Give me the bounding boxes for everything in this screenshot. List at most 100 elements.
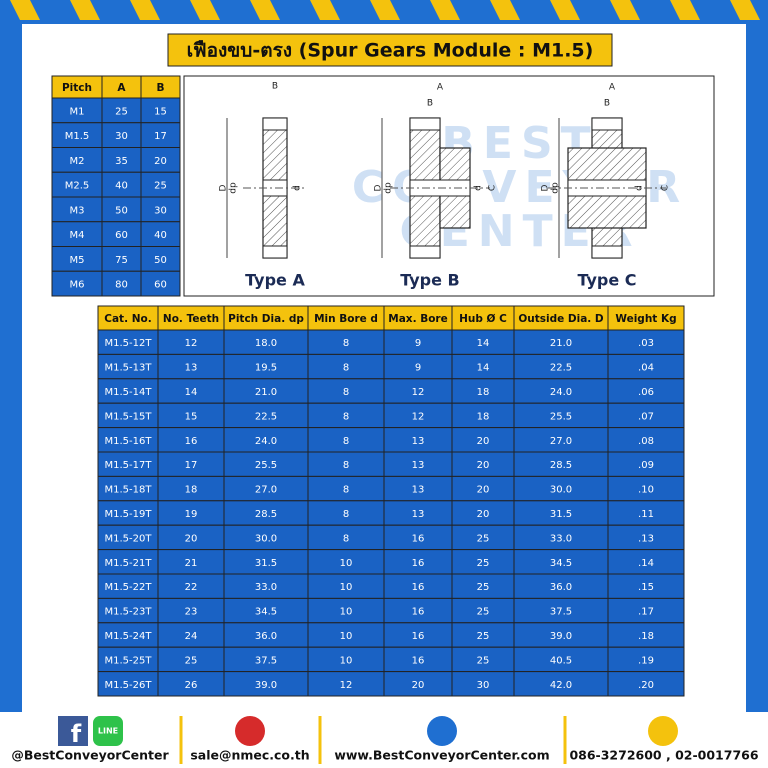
- cell-text: 20: [477, 485, 490, 496]
- cell: [607, 427, 685, 453]
- cell-text: 16: [412, 655, 425, 666]
- cell-text: 17: [185, 460, 198, 471]
- cell-text: 25: [477, 558, 490, 569]
- cell: [513, 451, 609, 477]
- dimension-label: d: [635, 185, 645, 191]
- header-cell: [451, 305, 515, 331]
- cell: [307, 451, 385, 477]
- cell-text: M1.5-14T: [105, 387, 153, 398]
- footer-contact: sale@nmec.co.th: [190, 748, 309, 763]
- column-header: No. Teeth: [163, 313, 219, 325]
- cell-text: 80: [115, 280, 128, 291]
- cell: [97, 378, 159, 404]
- cell-text: 12: [412, 411, 425, 422]
- column-header: Min Bore d: [314, 313, 378, 325]
- cell-text: .20: [638, 680, 654, 691]
- footer-contact: @BestConveyorCenter: [11, 748, 169, 763]
- column-header: Outside Dia. D: [518, 313, 604, 325]
- cell: [607, 597, 685, 624]
- cell-text: 50: [154, 255, 167, 266]
- cell-text: .08: [638, 436, 654, 447]
- cell-text: M2: [70, 156, 85, 167]
- cell: [101, 122, 142, 148]
- cell-text: 24: [185, 631, 198, 642]
- cell-text: 34.5: [550, 558, 572, 569]
- dimension-label: dp: [229, 182, 239, 194]
- cell: [157, 524, 225, 551]
- dimension-label: C: [488, 185, 498, 191]
- cell: [307, 671, 385, 697]
- cell: [97, 475, 159, 502]
- cell-text: 30: [115, 131, 128, 142]
- mail-icon: [235, 716, 265, 746]
- cell: [223, 427, 309, 453]
- cell-text: 21.0: [550, 338, 572, 349]
- cell-text: M1.5-16T: [105, 436, 153, 447]
- cell: [513, 402, 609, 429]
- cell: [451, 597, 515, 624]
- cell: [607, 475, 685, 502]
- cell-text: 16: [412, 558, 425, 569]
- cell-text: .15: [638, 582, 654, 593]
- cell: [307, 573, 385, 599]
- cell-text: 25: [154, 181, 167, 192]
- top-band: [0, 0, 768, 20]
- cell-text: 8: [343, 509, 349, 520]
- cell-text: 21: [185, 558, 198, 569]
- cell-text: 60: [115, 230, 128, 241]
- cell-text: .14: [638, 558, 654, 569]
- footer-contact: 086-3272600 , 02-0017766: [569, 748, 758, 763]
- cell: [383, 329, 453, 355]
- cell: [307, 427, 385, 453]
- web-icon: [427, 716, 457, 746]
- cell-text: .19: [638, 655, 654, 666]
- cell: [140, 221, 181, 247]
- cell: [307, 402, 385, 429]
- cell-text: 37.5: [255, 655, 277, 666]
- cell-text: .17: [638, 607, 654, 618]
- cell-text: .04: [638, 363, 654, 374]
- column-header: Hub Ø C: [459, 313, 507, 325]
- cell: [607, 402, 685, 429]
- column-header: Cat. No.: [104, 313, 151, 325]
- cell-text: 13: [412, 485, 425, 496]
- cell-text: 20: [477, 460, 490, 471]
- cell: [223, 500, 309, 526]
- cell-text: 10: [340, 631, 353, 642]
- cell-text: 14: [477, 338, 490, 349]
- cell: [607, 671, 685, 697]
- cell-text: 40: [154, 230, 167, 241]
- cell-text: 22: [185, 582, 198, 593]
- cell-text: M1.5-12T: [105, 338, 153, 349]
- footer: f LINE @BestConveyorCenter sale@nmec.co.t…: [11, 716, 759, 764]
- type-label: Type A: [245, 271, 305, 290]
- cell: [101, 270, 142, 297]
- cell: [157, 597, 225, 624]
- cell-text: 28.5: [550, 460, 572, 471]
- cell-text: 12: [185, 338, 198, 349]
- cell: [383, 622, 453, 648]
- dimension-label: dp: [551, 182, 561, 194]
- cell-text: 9: [415, 338, 421, 349]
- cell-text: 10: [340, 607, 353, 618]
- cell: [307, 597, 385, 624]
- cell: [140, 270, 181, 297]
- cell: [223, 524, 309, 551]
- cell-text: 25: [477, 607, 490, 618]
- cell: [451, 500, 515, 526]
- cell-text: 28.5: [255, 509, 277, 520]
- cell: [140, 196, 181, 223]
- cell: [101, 221, 142, 247]
- cell-text: .07: [638, 411, 654, 422]
- cell-text: M4: [70, 230, 85, 241]
- cell: [383, 402, 453, 429]
- cell: [451, 622, 515, 648]
- cell: [157, 329, 225, 355]
- cell: [223, 671, 309, 697]
- cell-text: 21.0: [255, 387, 277, 398]
- cell: [513, 353, 609, 380]
- cell: [513, 573, 609, 599]
- cell-text: 20: [154, 156, 167, 167]
- footer-band: [0, 712, 768, 768]
